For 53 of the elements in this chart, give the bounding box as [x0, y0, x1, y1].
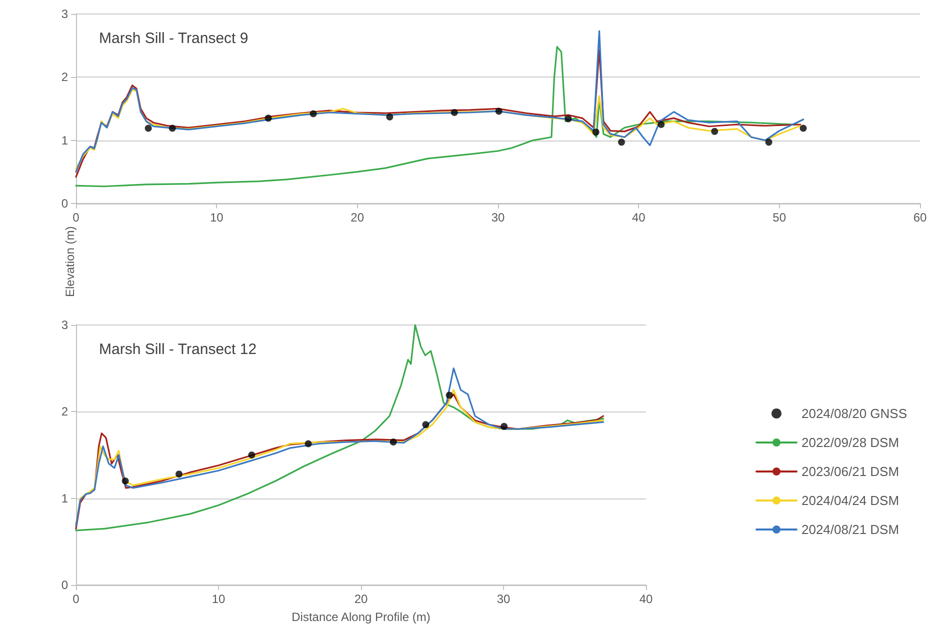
- point: [446, 392, 453, 399]
- point: [800, 124, 807, 132]
- x-tick-label: 30: [491, 210, 505, 224]
- point: [592, 128, 600, 136]
- x-axis-title: Distance Along Profile (m): [292, 610, 430, 624]
- y-tick-label: 0: [61, 196, 68, 210]
- text: Marsh Sill - Transect 12: [99, 341, 257, 358]
- x-tick-label: 20: [354, 592, 368, 606]
- point: [765, 138, 772, 146]
- x-tick-label: 0: [72, 210, 80, 224]
- point: [386, 113, 394, 120]
- legend-label: 2024/08/20 GNSS: [801, 406, 908, 421]
- y-tick-label: 3: [61, 318, 68, 332]
- line-series: [75, 30, 804, 173]
- point: [422, 421, 430, 428]
- point: [176, 470, 183, 478]
- y-tick-label: 1: [61, 491, 68, 506]
- y-axis-title: Elevation (m): [63, 226, 77, 297]
- x-tick-label: 60: [913, 210, 927, 224]
- legend-label: 2023/06/21 DSM: [801, 464, 900, 479]
- legend-label: 2024/08/21 DSM: [801, 522, 900, 537]
- x-tick-label: 10: [210, 210, 224, 224]
- point: [564, 115, 572, 122]
- point: [618, 138, 626, 146]
- y-tick-label: 1: [61, 133, 68, 148]
- point: [122, 478, 129, 484]
- x-tick-label: 0: [72, 592, 80, 606]
- point: [450, 108, 458, 116]
- x-tick-label: 40: [632, 210, 646, 224]
- point: [264, 114, 272, 122]
- legend-label: 2024/04/24 DSM: [801, 493, 900, 508]
- x-tick-label: 30: [496, 592, 510, 606]
- y-tick-label: 2: [61, 404, 68, 419]
- point: [658, 120, 665, 128]
- point: [500, 422, 508, 430]
- x-tick-label: 40: [639, 592, 653, 606]
- y-tick-label: 2: [61, 70, 68, 84]
- line-series: [75, 324, 604, 532]
- point: [390, 438, 397, 446]
- x-tick-label: 10: [212, 592, 226, 606]
- text: Marsh Sill - Transect 9: [99, 30, 248, 47]
- point: [495, 108, 502, 115]
- y-tick-label: 0: [61, 578, 68, 592]
- x-tick-label: 20: [350, 210, 364, 224]
- y-tick-label: 3: [61, 7, 68, 21]
- x-tick-label: 50: [772, 210, 786, 224]
- point: [248, 452, 256, 458]
- point: [304, 440, 312, 448]
- point: [711, 128, 718, 135]
- legend-label: 2022/09/28 DSM: [801, 435, 900, 450]
- point: [144, 124, 152, 132]
- point: [168, 124, 176, 132]
- point: [310, 110, 317, 118]
